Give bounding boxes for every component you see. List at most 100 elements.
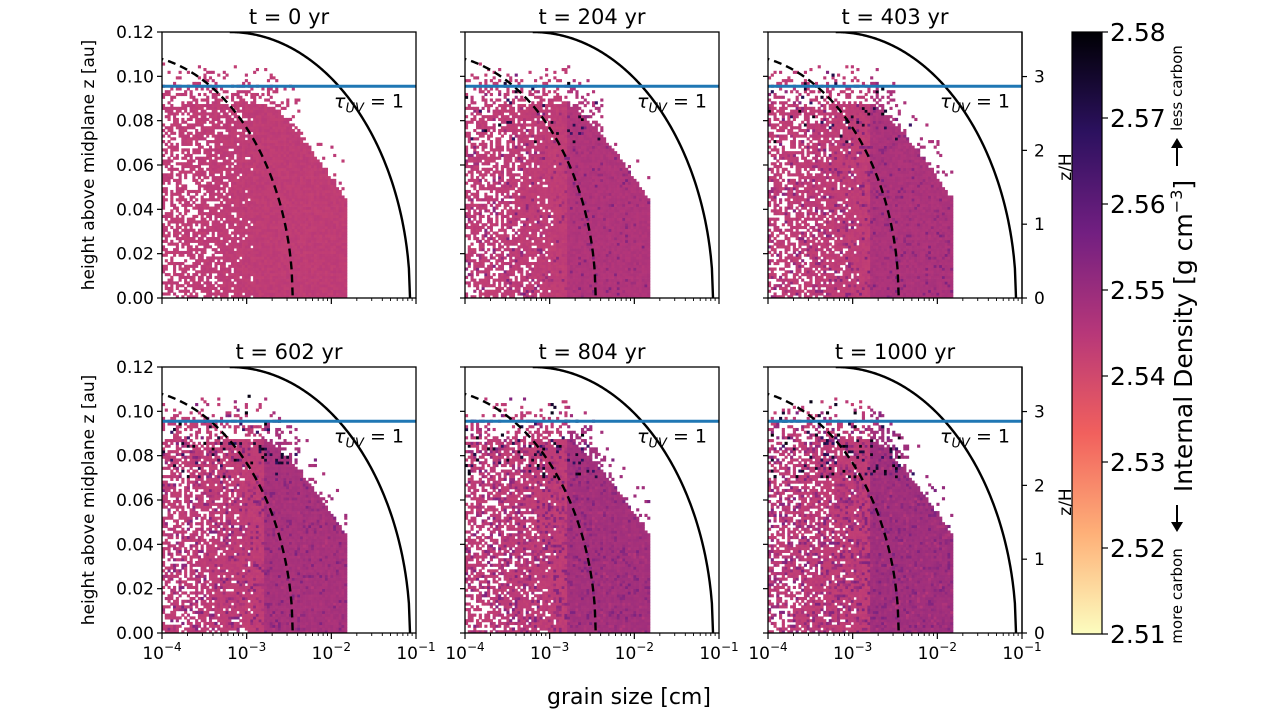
heatmap-cell: [258, 126, 262, 130]
heatmap-cell: [170, 176, 174, 180]
heatmap-cell: [170, 278, 174, 282]
heatmap-cell: [233, 195, 237, 199]
heatmap-cell: [487, 162, 491, 166]
heatmap-cell: [167, 109, 171, 113]
heatmap-cell: [509, 101, 513, 105]
heatmap-cell: [319, 286, 323, 291]
heatmap-cell: [520, 201, 524, 205]
heatmap-cell: [277, 153, 282, 158]
heatmap-cell: [261, 151, 265, 155]
heatmap-cell: [297, 220, 301, 224]
heatmap-cell: [208, 214, 213, 218]
heatmap-cell: [206, 176, 210, 180]
heatmap-cell: [253, 206, 257, 210]
heatmap-cell: [266, 156, 271, 160]
heatmap-cell: [465, 123, 469, 127]
heatmap-cell: [313, 192, 317, 196]
heatmap-cell: [233, 176, 237, 180]
heatmap-cell: [219, 156, 224, 160]
heatmap-cell: [311, 162, 315, 166]
heatmap-cell: [344, 234, 348, 238]
heatmap-cell: [192, 295, 196, 298]
heatmap-cell: [255, 209, 259, 213]
heatmap-cell: [189, 142, 193, 146]
heatmap-cell: [184, 176, 188, 180]
heatmap-cell: [272, 203, 276, 207]
heatmap-cell: [233, 115, 237, 119]
heatmap-cell: [522, 140, 527, 144]
heatmap-cell: [297, 176, 301, 180]
heatmap-cell: [266, 90, 271, 94]
heatmap-cell: [244, 281, 248, 285]
heatmap-cell: [203, 223, 207, 227]
heatmap-cell: [228, 264, 232, 268]
heatmap-cell: [470, 73, 474, 77]
heatmap-cell: [175, 237, 179, 241]
heatmap-cell: [253, 162, 257, 166]
heatmap-cell: [470, 203, 474, 207]
heatmap-cell: [203, 68, 207, 72]
heatmap-cell: [244, 250, 248, 255]
heatmap-cell: [250, 176, 254, 180]
heatmap-cell: [247, 153, 251, 158]
heatmap-cell: [192, 137, 196, 141]
heatmap-cell: [319, 142, 323, 146]
heatmap-cell: [208, 292, 213, 296]
heatmap-cell: [476, 270, 480, 274]
heatmap-cell: [195, 286, 199, 291]
heatmap-cell: [236, 209, 240, 213]
heatmap-cell: [239, 181, 243, 185]
heatmap-cell: [272, 209, 276, 213]
heatmap-cell: [286, 256, 290, 260]
heatmap-cell: [247, 253, 251, 257]
heatmap-cell: [236, 189, 240, 194]
heatmap-cell: [473, 284, 477, 288]
heatmap-cell: [302, 195, 306, 199]
heatmap-cell: [489, 140, 493, 144]
heatmap-cell: [269, 109, 273, 113]
heatmap-cell: [322, 203, 326, 207]
heatmap-cell: [341, 242, 345, 246]
heatmap-cell: [184, 225, 188, 230]
heatmap-cell: [289, 134, 293, 138]
heatmap-cell: [170, 289, 174, 293]
heatmap-cell: [275, 79, 279, 83]
heatmap-cell: [189, 101, 193, 105]
heatmap-cell: [341, 223, 345, 227]
heatmap-cell: [164, 217, 168, 221]
heatmap-cell: [247, 217, 251, 221]
heatmap-cell: [522, 178, 527, 182]
heatmap-cell: [311, 231, 315, 235]
heatmap-cell: [186, 140, 190, 144]
heatmap-cell: [517, 286, 521, 291]
heatmap-cell: [467, 212, 471, 216]
heatmap-cell: [291, 284, 295, 288]
heatmap-cell: [498, 281, 502, 285]
heatmap-cell: [192, 123, 196, 127]
heatmap-cell: [162, 195, 166, 199]
heatmap-cell: [503, 284, 507, 288]
heatmap-cell: [189, 170, 193, 174]
heatmap-cell: [253, 242, 257, 246]
heatmap-cell: [473, 259, 477, 263]
heatmap-cell: [492, 128, 496, 133]
heatmap-cell: [208, 195, 213, 199]
heatmap-cell: [222, 76, 226, 80]
heatmap-cell: [242, 181, 246, 185]
heatmap-cell: [465, 115, 469, 119]
heatmap-cell: [247, 165, 251, 169]
heatmap-cell: [197, 270, 201, 274]
heatmap-cell: [286, 176, 290, 180]
heatmap-cell: [203, 267, 207, 271]
heatmap-cell: [333, 286, 337, 291]
heatmap-cell: [269, 189, 273, 194]
heatmap-cell: [319, 167, 323, 171]
heatmap-cell: [255, 173, 259, 177]
heatmap-cell: [228, 134, 232, 138]
heatmap-cell: [280, 128, 284, 133]
heatmap-cell: [305, 162, 309, 166]
heatmap-cell: [500, 198, 504, 202]
heatmap-cell: [272, 148, 276, 152]
heatmap-cell: [219, 131, 224, 135]
heatmap-cell: [192, 81, 196, 85]
